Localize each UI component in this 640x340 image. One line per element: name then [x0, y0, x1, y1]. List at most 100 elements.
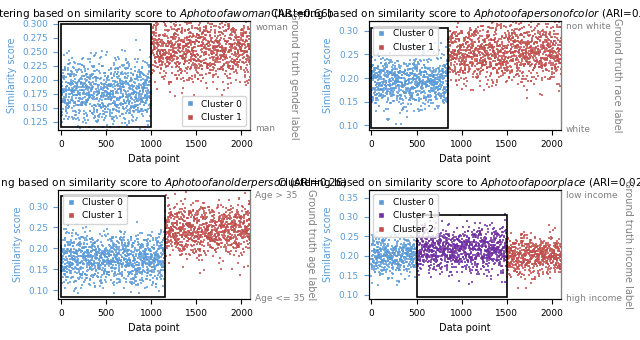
Cluster 0	[118, 256, 129, 261]
Cluster 0	[101, 251, 111, 256]
Cluster 0	[148, 258, 158, 263]
Cluster 0	[396, 80, 406, 85]
Cluster 1	[210, 247, 220, 253]
Cluster 1	[422, 242, 433, 248]
Cluster 0	[74, 92, 84, 97]
Cluster 1	[458, 60, 468, 66]
Cluster 0	[97, 90, 107, 96]
Cluster 0	[122, 92, 132, 98]
Cluster 1	[477, 257, 487, 262]
Cluster 0	[82, 72, 92, 77]
Cluster 2	[528, 252, 538, 258]
Cluster 0	[131, 76, 141, 82]
Cluster 1	[543, 37, 554, 43]
Cluster 1	[412, 238, 422, 244]
Cluster 0	[374, 86, 384, 92]
Cluster 0	[433, 91, 444, 97]
Cluster 2	[520, 265, 530, 270]
Cluster 1	[235, 220, 245, 225]
Cluster 1	[503, 56, 513, 61]
Cluster 1	[470, 241, 481, 246]
Cluster 0	[426, 68, 436, 74]
Cluster 1	[538, 44, 548, 49]
Cluster 1	[233, 40, 243, 45]
Cluster 1	[211, 228, 221, 233]
Cluster 0	[93, 274, 103, 280]
Cluster 0	[134, 81, 145, 87]
Cluster 1	[174, 27, 184, 32]
Cluster 0	[131, 271, 141, 276]
Cluster 1	[196, 239, 206, 245]
Cluster 0	[399, 244, 409, 250]
Cluster 2	[506, 254, 516, 260]
Cluster 0	[61, 260, 72, 266]
Cluster 1	[554, 59, 564, 64]
Cluster 0	[56, 85, 67, 90]
Cluster 1	[507, 77, 517, 82]
Cluster 0	[134, 277, 145, 283]
Cluster 1	[180, 55, 191, 60]
Cluster 1	[488, 245, 499, 251]
Cluster 1	[529, 65, 539, 71]
Cluster 1	[460, 65, 470, 70]
Cluster 1	[416, 249, 426, 255]
Cluster 1	[232, 59, 242, 65]
Cluster 1	[220, 54, 230, 60]
Cluster 1	[524, 61, 534, 67]
Cluster 0	[93, 271, 103, 276]
Cluster 0	[132, 70, 143, 75]
Cluster 0	[367, 262, 377, 268]
Cluster 1	[476, 50, 486, 55]
Cluster 0	[394, 62, 404, 68]
Cluster 0	[411, 257, 421, 263]
Cluster 0	[390, 253, 401, 258]
Cluster 0	[145, 105, 155, 111]
Cluster 0	[388, 92, 398, 97]
Cluster 1	[161, 56, 172, 61]
Cluster 1	[195, 247, 205, 252]
Cluster 1	[239, 40, 250, 45]
Cluster 1	[179, 231, 189, 236]
Cluster 1	[454, 247, 465, 252]
Cluster 0	[58, 99, 68, 105]
Cluster 0	[144, 102, 154, 107]
Cluster 1	[548, 10, 559, 15]
Cluster 1	[446, 40, 456, 46]
Cluster 0	[404, 90, 414, 96]
Cluster 1	[542, 24, 552, 30]
Cluster 1	[166, 52, 176, 58]
Cluster 2	[540, 244, 550, 250]
Cluster 0	[72, 267, 82, 272]
Cluster 0	[74, 247, 84, 252]
Cluster 1	[463, 259, 474, 265]
Cluster 0	[63, 105, 73, 110]
Cluster 1	[244, 43, 255, 48]
Cluster 2	[551, 261, 561, 267]
Cluster 1	[223, 230, 234, 235]
Cluster 1	[549, 38, 559, 44]
Cluster 0	[379, 243, 389, 248]
Cluster 1	[216, 14, 227, 20]
Cluster 1	[199, 237, 209, 242]
Cluster 1	[525, 55, 536, 61]
Cluster 0	[366, 64, 376, 69]
Cluster 0	[390, 259, 401, 265]
Cluster 0	[440, 95, 450, 100]
Cluster 1	[155, 56, 165, 62]
Cluster 0	[409, 238, 419, 243]
Cluster 1	[515, 41, 525, 46]
Cluster 0	[401, 238, 412, 243]
Cluster 0	[148, 258, 158, 263]
Cluster 1	[175, 217, 185, 222]
Cluster 0	[441, 96, 451, 101]
Cluster 1	[229, 69, 239, 75]
Cluster 1	[210, 220, 220, 225]
Cluster 2	[542, 259, 552, 265]
Cluster 1	[241, 59, 252, 65]
Cluster 1	[241, 226, 251, 232]
Cluster 0	[63, 98, 74, 103]
Cluster 1	[212, 204, 223, 209]
Cluster 0	[141, 81, 152, 86]
Cluster 0	[115, 228, 125, 234]
Cluster 0	[115, 79, 125, 84]
